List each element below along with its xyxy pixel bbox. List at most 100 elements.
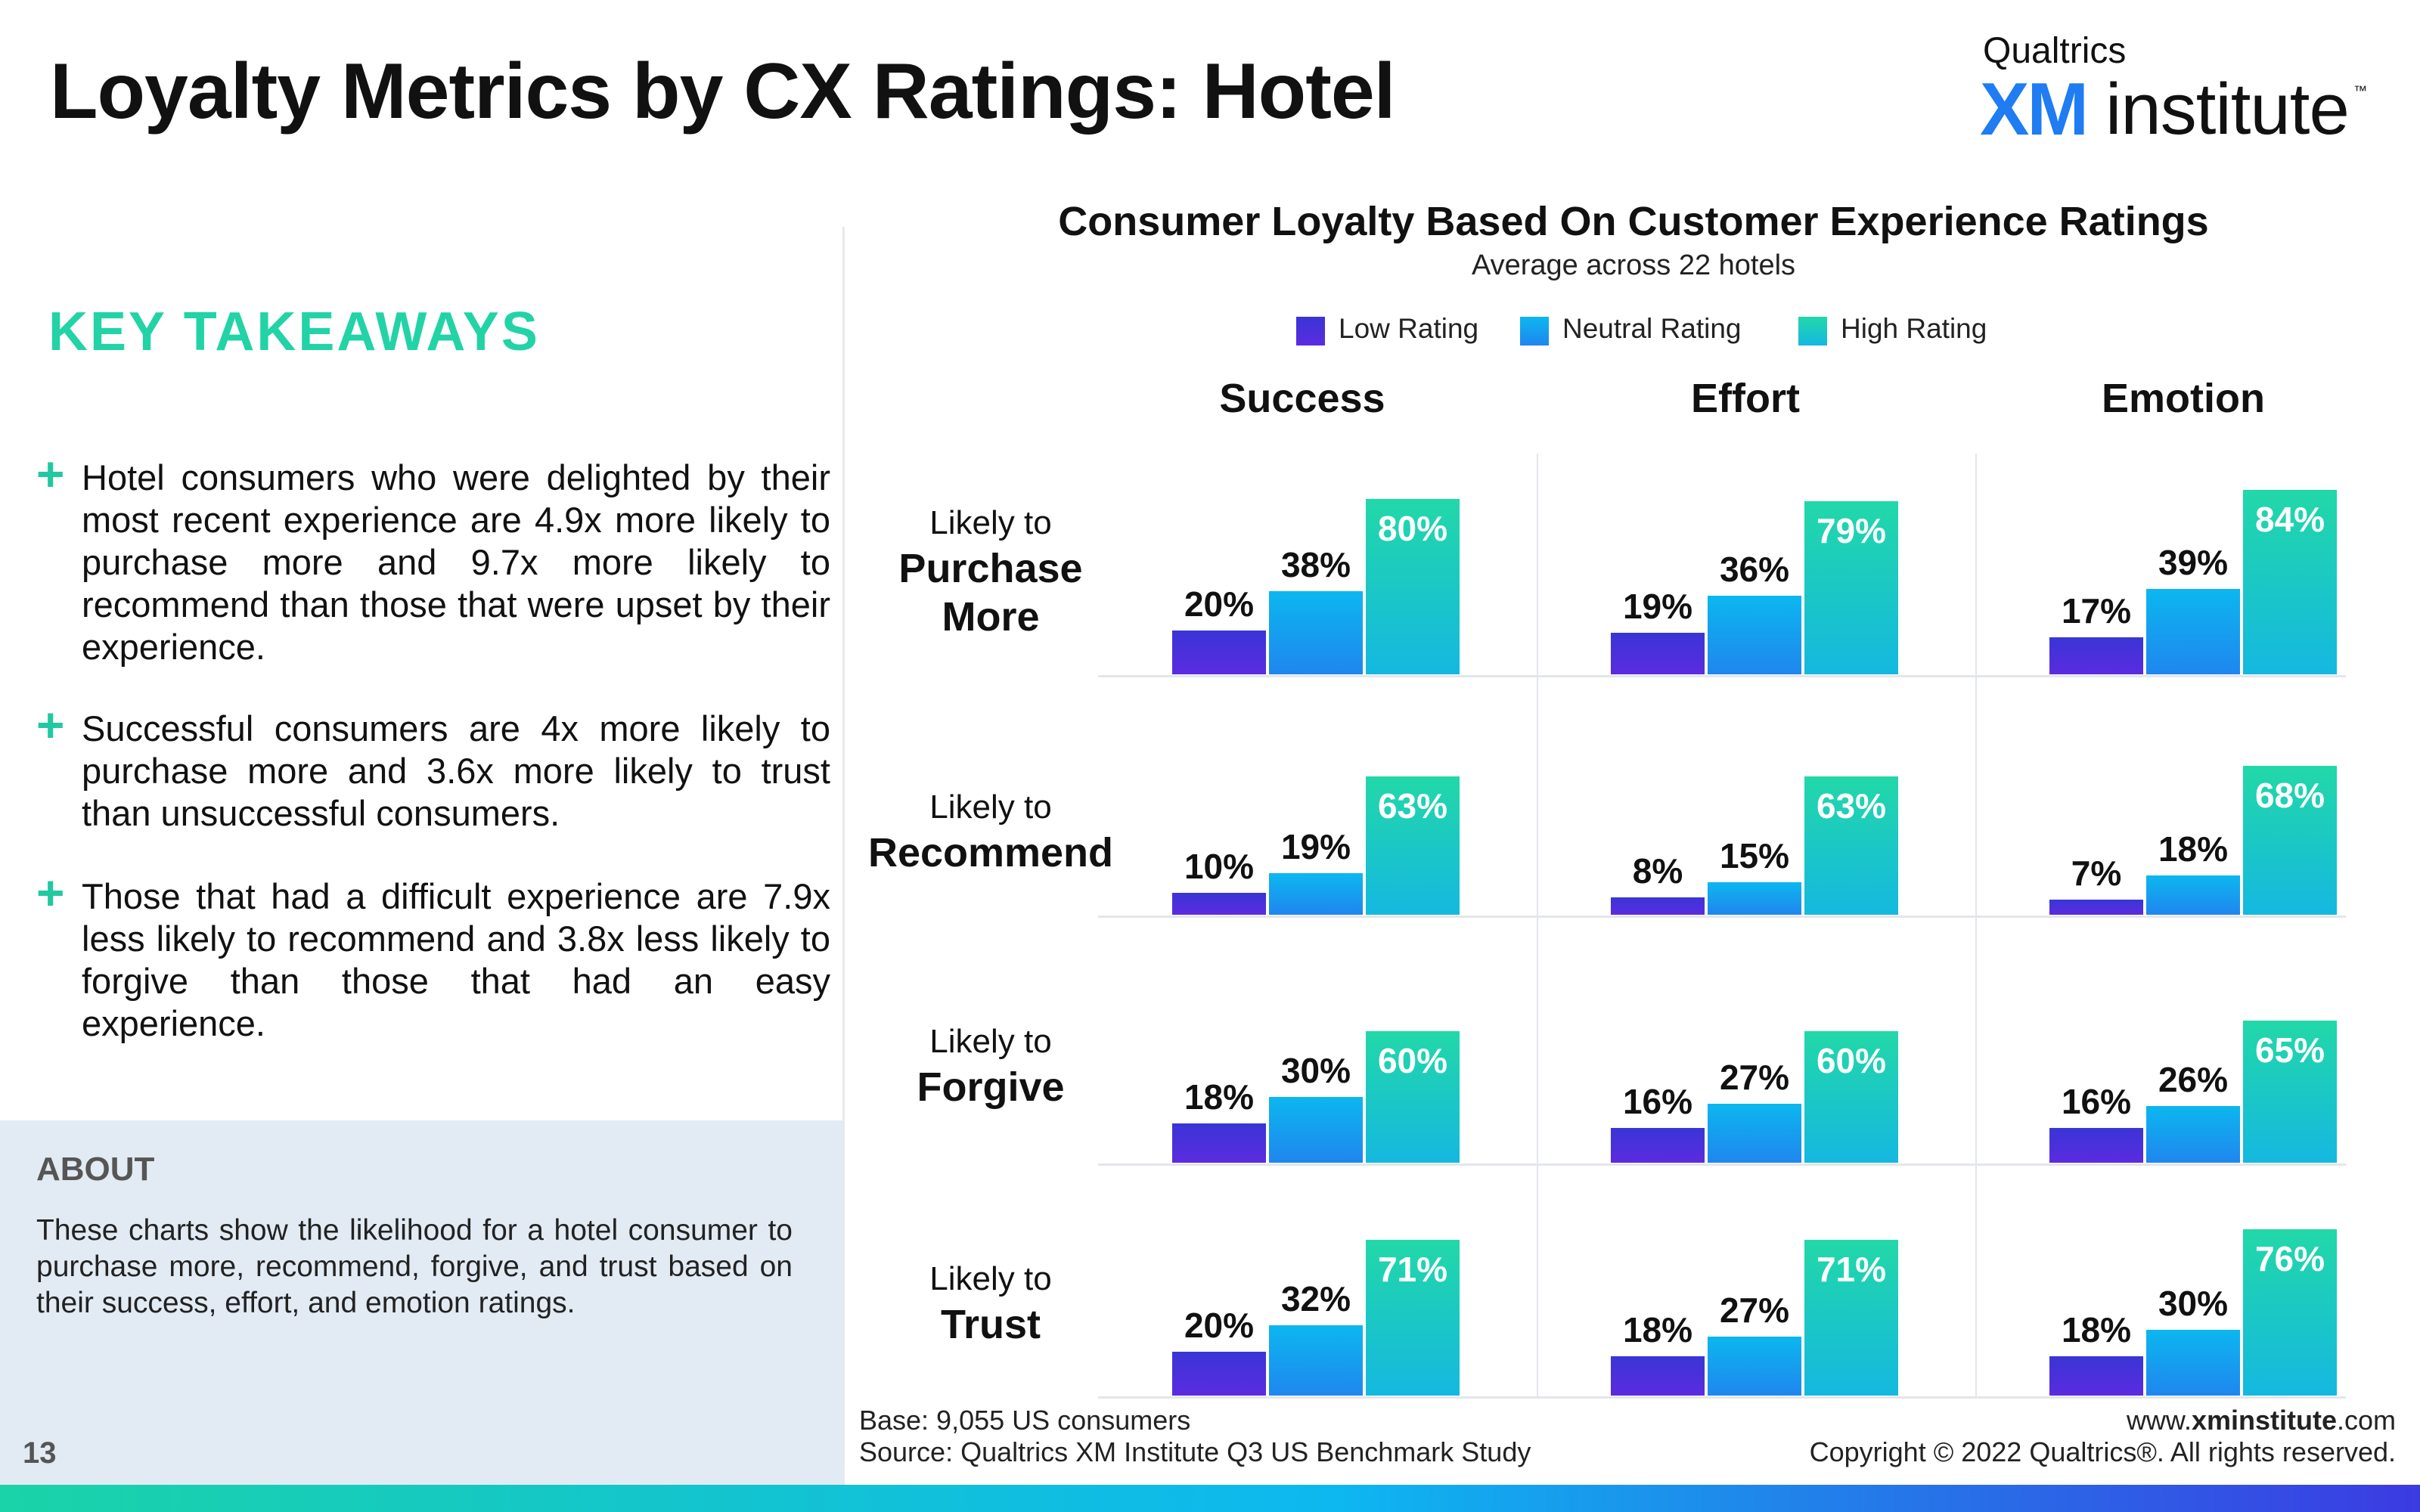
baseline-row-0 (1098, 675, 2346, 677)
data-label-neutral-0-2: 39% (2158, 542, 2229, 582)
url-suffix: .com (2336, 1405, 2396, 1436)
key-takeaways-heading: KEY TAKEAWAYS (48, 302, 540, 362)
bar-neutral-3-2 (2146, 1330, 2240, 1396)
takeaway-text: Successful consumers are 4x more likely … (82, 708, 830, 833)
data-label-high-2-2: 65% (2254, 1030, 2325, 1070)
data-label-low-3-0: 20% (1184, 1306, 1255, 1345)
about-heading: ABOUT (36, 1151, 155, 1188)
legend-label-high: High Rating (1841, 313, 1987, 344)
about-text: These charts show the likelihood for a h… (36, 1214, 793, 1319)
bar-low-3-1 (1611, 1356, 1705, 1396)
bar-high-2-0 (1366, 1031, 1460, 1163)
data-label-neutral-2-0: 30% (1280, 1051, 1351, 1090)
row-header-prefix: Likely to (929, 1023, 1052, 1060)
data-label-neutral-2-2: 26% (2158, 1059, 2229, 1099)
bar-low-1-1 (1611, 897, 1705, 915)
data-label-high-0-0: 80% (1377, 509, 1448, 548)
base-note: Base: 9,055 US consumers (859, 1405, 1191, 1436)
data-label-neutral-3-2: 30% (2158, 1284, 2229, 1323)
copyright-text: Copyright © 2022 Qualtrics®. All rights … (1809, 1436, 2396, 1467)
bar-neutral-0-2 (2146, 588, 2240, 674)
bar-neutral-0-1 (1708, 595, 1801, 674)
bar-low-2-1 (1611, 1127, 1705, 1163)
baseline-row-1 (1098, 916, 2346, 918)
bar-neutral-3-0 (1269, 1325, 1363, 1396)
row-header-name: Forgive (917, 1064, 1065, 1110)
bar-neutral-2-0 (1269, 1097, 1363, 1163)
footer-base: Base: 9,055 US consumers Source: Qualtri… (859, 1405, 1531, 1468)
bar-neutral-1-0 (1269, 872, 1363, 915)
data-label-low-1-2: 7% (2071, 853, 2122, 893)
legend-swatch-neutral (1520, 317, 1549, 345)
bar-high-1-2 (2243, 765, 2337, 915)
takeaway-text: Those that had a difficult experience ar… (82, 876, 830, 1043)
website-link[interactable]: www.xminstitute.com (1810, 1405, 2396, 1436)
column-header-effort: Effort (1691, 376, 1800, 421)
chart-subtitle: Average across 22 hotels (1471, 249, 1796, 281)
row-header-prefix: Likely to (929, 504, 1052, 541)
data-label-high-2-0: 60% (1377, 1041, 1448, 1080)
data-label-high-3-0: 71% (1377, 1250, 1448, 1290)
data-label-high-1-2: 68% (2254, 775, 2325, 815)
row-header-name: More (942, 594, 1040, 640)
data-label-high-1-1: 63% (1816, 786, 1887, 826)
data-label-high-2-1: 60% (1816, 1041, 1887, 1080)
data-label-low-0-0: 20% (1184, 584, 1255, 624)
row-header-trust: Likely to Trust (839, 1258, 1142, 1349)
data-label-high-0-1: 79% (1816, 510, 1887, 550)
plus-icon: + (36, 447, 65, 501)
xm-institute-logo: Qualtrics XM institute ™ (1975, 30, 2369, 150)
bar-neutral-2-2 (2146, 1105, 2240, 1163)
legend-label-neutral: Neutral Rating (1562, 313, 1742, 344)
logo-qualtrics-text: Qualtrics (1983, 31, 2127, 71)
data-label-low-2-0: 18% (1184, 1077, 1255, 1117)
bar-high-1-0 (1366, 776, 1460, 915)
bar-low-0-2 (2049, 637, 2143, 674)
data-label-neutral-3-0: 32% (1280, 1279, 1351, 1319)
data-label-high-0-2: 84% (2254, 500, 2325, 540)
data-label-neutral-1-1: 15% (1719, 835, 1790, 875)
bar-high-3-1 (1804, 1240, 1898, 1396)
plus-icon: + (36, 698, 65, 752)
bar-low-3-2 (2049, 1356, 2143, 1396)
bar-low-0-1 (1611, 632, 1705, 674)
bar-high-0-0 (1366, 499, 1460, 674)
data-label-neutral-3-1: 27% (1719, 1290, 1790, 1330)
data-label-neutral-1-0: 19% (1280, 826, 1351, 866)
bar-high-2-1 (1804, 1031, 1898, 1163)
page-title: Loyalty Metrics by CX Ratings: Hotel (50, 48, 1396, 135)
footer-rights: www.xminstitute.com Copyright © 2022 Qua… (1810, 1405, 2396, 1468)
data-label-neutral-0-0: 38% (1280, 544, 1351, 584)
data-label-low-0-1: 19% (1622, 586, 1693, 626)
bar-low-3-0 (1172, 1352, 1266, 1396)
takeaway-text: Hotel consumers who were delighted by th… (82, 457, 830, 667)
url-bold: xminstitute (2191, 1405, 2337, 1436)
row-header-prefix: Likely to (929, 1260, 1052, 1297)
bar-low-2-2 (2049, 1127, 2143, 1163)
bar-high-3-2 (2243, 1228, 2337, 1396)
section-divider (842, 227, 845, 1485)
bar-high-0-1 (1804, 500, 1898, 674)
data-label-low-1-0: 10% (1184, 847, 1255, 886)
legend-swatch-high (1798, 317, 1827, 345)
row-header-prefix: Likely to (929, 789, 1052, 826)
bar-low-2-0 (1172, 1123, 1266, 1163)
row-header-purchase-more: Likely to Purchase More (839, 502, 1142, 641)
row-header-recommend: Likely to Recommend (839, 786, 1142, 877)
bar-high-3-0 (1366, 1240, 1460, 1396)
logo-xm-text: XM (1980, 67, 2089, 150)
legend-label-low: Low Rating (1339, 313, 1479, 344)
bar-neutral-0-0 (1269, 590, 1363, 674)
bar-high-1-1 (1804, 776, 1898, 915)
data-label-high-3-2: 76% (2254, 1238, 2325, 1278)
baseline-row-2 (1098, 1163, 2346, 1166)
bar-low-1-0 (1172, 893, 1266, 915)
data-label-neutral-1-2: 18% (2158, 829, 2229, 869)
bar-low-0-0 (1172, 631, 1266, 674)
column-separator-0 (1537, 454, 1538, 1399)
plus-icon: + (36, 866, 65, 920)
data-label-low-3-2: 18% (2061, 1309, 2132, 1349)
legend-swatch-low (1296, 317, 1325, 345)
data-label-neutral-2-1: 27% (1719, 1057, 1790, 1097)
logo-institute-text: institute (2105, 69, 2350, 150)
